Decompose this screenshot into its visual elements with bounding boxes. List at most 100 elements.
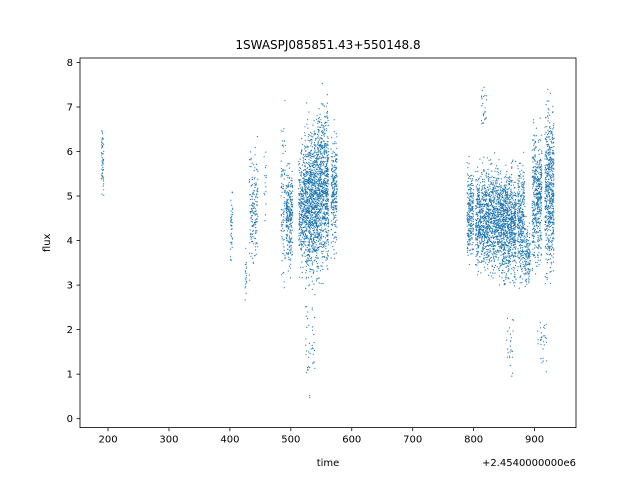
data-point — [305, 260, 307, 262]
data-point — [309, 220, 311, 223]
data-point — [325, 116, 327, 118]
data-point — [312, 217, 314, 219]
data-point — [495, 218, 497, 220]
data-point — [302, 255, 304, 257]
data-point — [308, 196, 310, 198]
data-point — [317, 149, 319, 151]
data-point — [493, 240, 495, 242]
data-point — [496, 177, 498, 179]
data-point — [478, 235, 480, 237]
data-point — [476, 274, 479, 276]
data-point — [469, 217, 471, 219]
data-point — [471, 174, 473, 176]
data-point — [316, 161, 318, 163]
data-point — [508, 242, 511, 244]
data-point — [500, 241, 502, 243]
data-point — [309, 228, 311, 230]
data-point — [331, 196, 333, 198]
data-point — [308, 240, 310, 242]
data-point — [252, 241, 254, 243]
data-point — [315, 160, 317, 162]
data-point — [291, 226, 293, 228]
data-point — [334, 169, 336, 171]
data-point — [306, 260, 308, 262]
data-point — [320, 245, 322, 248]
data-point — [289, 251, 291, 253]
data-point — [335, 154, 337, 156]
data-point — [101, 164, 103, 167]
data-point — [514, 181, 516, 183]
data-point — [320, 103, 323, 105]
data-point — [505, 235, 507, 237]
data-point — [303, 252, 305, 254]
data-point — [306, 350, 308, 352]
data-point — [318, 202, 320, 204]
data-point — [303, 231, 305, 233]
data-point — [282, 252, 284, 254]
data-point — [498, 233, 500, 235]
data-point — [476, 264, 478, 266]
data-point — [301, 202, 303, 204]
data-point — [321, 170, 323, 173]
data-point — [287, 198, 289, 201]
data-point — [495, 191, 497, 193]
data-point — [257, 216, 259, 218]
data-point — [479, 212, 481, 214]
data-point — [483, 186, 486, 188]
data-point — [311, 280, 313, 282]
data-point — [335, 196, 338, 198]
data-point — [256, 230, 258, 232]
data-point — [333, 176, 336, 178]
data-point — [481, 253, 483, 255]
data-point — [335, 194, 337, 196]
data-point — [307, 146, 309, 148]
data-point — [513, 181, 515, 183]
data-point — [316, 205, 318, 207]
data-point — [508, 180, 510, 182]
data-point — [480, 243, 482, 245]
data-point — [320, 282, 322, 284]
data-point — [245, 286, 247, 288]
data-point — [492, 176, 495, 179]
data-point — [305, 241, 307, 243]
data-point — [514, 243, 517, 245]
data-point — [506, 260, 508, 262]
data-point — [251, 241, 253, 243]
data-point — [495, 251, 497, 253]
data-point — [255, 195, 257, 197]
data-point — [503, 200, 505, 202]
data-point — [287, 192, 289, 194]
data-point — [280, 215, 282, 217]
data-point — [313, 227, 315, 229]
data-point — [321, 134, 323, 137]
data-point — [485, 245, 488, 247]
data-point — [308, 171, 310, 173]
data-point — [325, 198, 327, 200]
data-point — [287, 218, 289, 220]
data-point — [501, 207, 503, 209]
data-point — [487, 215, 489, 217]
data-point — [501, 218, 503, 220]
data-point — [499, 226, 502, 228]
data-point — [231, 241, 233, 243]
data-point — [311, 242, 313, 244]
data-point — [231, 204, 233, 206]
data-point — [230, 228, 232, 230]
data-point — [497, 168, 499, 170]
data-point — [507, 330, 509, 332]
data-point — [301, 227, 303, 229]
data-point — [256, 214, 258, 216]
data-point — [327, 148, 329, 150]
data-point — [495, 203, 497, 205]
data-point — [503, 204, 505, 206]
data-point — [326, 146, 328, 148]
data-point — [101, 131, 104, 133]
data-point — [281, 260, 283, 262]
data-point — [307, 238, 309, 240]
data-point — [328, 151, 330, 153]
data-point — [256, 193, 258, 195]
data-point — [315, 223, 317, 225]
data-point — [307, 244, 309, 246]
data-point — [501, 220, 503, 222]
data-point — [505, 274, 507, 276]
